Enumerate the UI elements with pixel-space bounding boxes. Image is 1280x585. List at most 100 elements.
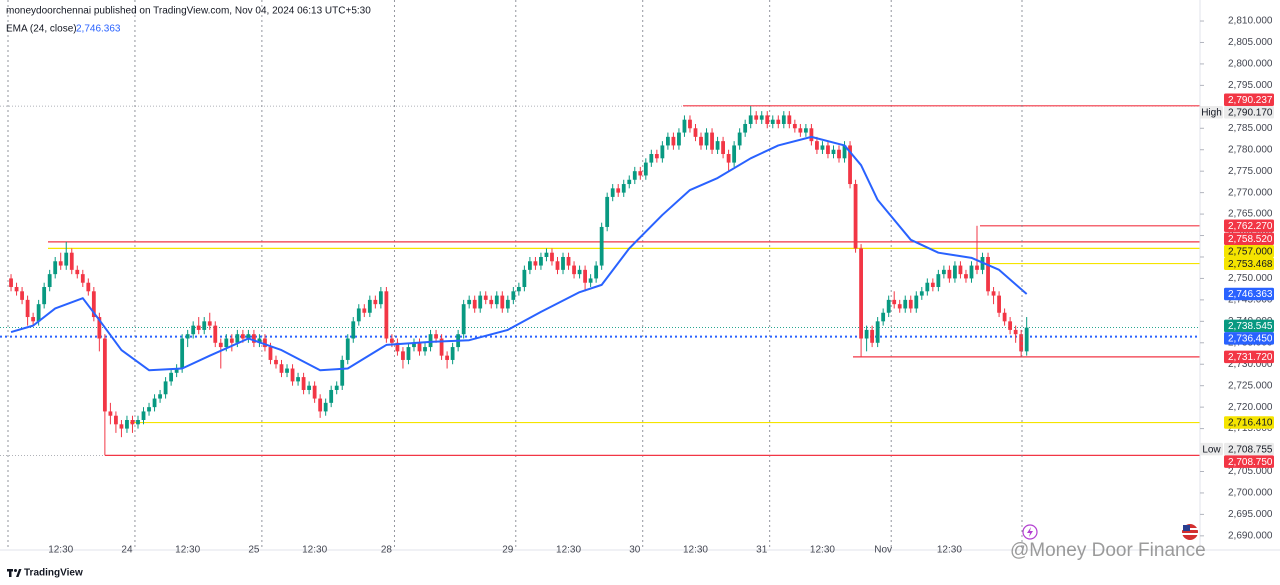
candle-body xyxy=(80,274,85,283)
x-tick-label: 31 xyxy=(756,545,768,556)
candle-body xyxy=(643,162,648,176)
price-label-box xyxy=(1224,257,1274,271)
candle-body xyxy=(743,123,748,133)
price-label-box xyxy=(1224,350,1274,364)
candle-body xyxy=(64,252,69,266)
candle-body xyxy=(621,184,626,193)
candle-body xyxy=(401,351,405,360)
candle-body xyxy=(158,394,162,399)
candle-body xyxy=(130,420,135,425)
candle-body xyxy=(91,291,96,318)
candle-body xyxy=(511,291,516,300)
candle-body xyxy=(163,381,168,395)
candle-body xyxy=(864,329,869,339)
price-label: 2,746.363 xyxy=(1228,289,1273,300)
ema-line xyxy=(10,135,1028,372)
candle-body xyxy=(572,265,576,275)
candle-body xyxy=(561,256,565,270)
candle-body xyxy=(688,119,692,129)
y-tick-label: 2,780.000 xyxy=(1228,144,1273,155)
candle-body xyxy=(544,252,549,257)
candle-body xyxy=(848,145,852,185)
candle-body xyxy=(925,282,930,292)
x-tick-label: 28 xyxy=(381,545,393,556)
candle-body xyxy=(395,342,400,352)
candle-body xyxy=(577,269,582,275)
candle-body xyxy=(914,295,919,309)
candle-body xyxy=(831,149,836,155)
candle-body xyxy=(334,385,339,390)
candle-body xyxy=(229,338,234,343)
candle-body xyxy=(870,329,875,343)
x-tick-label: 12:30 xyxy=(175,545,200,556)
price-label: 2,738.545 xyxy=(1228,321,1273,332)
candle-body xyxy=(119,424,124,429)
price-label-box xyxy=(1224,455,1274,468)
candle-body xyxy=(953,265,957,279)
candle-body xyxy=(930,282,935,288)
candle-body xyxy=(516,287,521,292)
candle-body xyxy=(721,141,725,155)
price-label: 2,757.000 xyxy=(1228,246,1273,257)
candle-body xyxy=(472,299,477,309)
candle-body xyxy=(964,274,968,279)
y-tick-label: 2,770.000 xyxy=(1228,187,1273,198)
candle-body xyxy=(102,338,107,412)
price-label-box xyxy=(1224,332,1274,345)
price-label: 2,790.237 xyxy=(1228,95,1273,106)
candle-body xyxy=(566,256,571,266)
candle-body xyxy=(792,123,797,129)
candle-body xyxy=(693,128,698,137)
candle-body xyxy=(969,265,974,279)
candle-body xyxy=(522,269,527,288)
y-tick-label: 2,730.000 xyxy=(1228,359,1273,370)
x-tick-label: 12:30 xyxy=(48,545,73,556)
candle-body xyxy=(218,342,223,348)
x-tick-label: 30 xyxy=(629,545,641,556)
candle-body xyxy=(897,304,902,309)
candle-body xyxy=(213,325,218,343)
candle-body xyxy=(533,261,538,266)
candle-body xyxy=(908,299,913,309)
y-tick-label: 2,705.000 xyxy=(1228,466,1273,477)
price-label: 2,736.450 xyxy=(1228,333,1273,344)
candle-body xyxy=(649,154,654,163)
candle-body xyxy=(202,321,207,330)
candle-body xyxy=(886,299,891,313)
candle-body xyxy=(279,364,284,373)
candle-body xyxy=(550,252,554,262)
candle-body xyxy=(892,299,897,305)
candle-body xyxy=(1024,327,1029,352)
candle-body xyxy=(599,226,604,266)
candle-body xyxy=(9,278,13,288)
candle-body xyxy=(660,145,665,159)
candle-body xyxy=(428,334,433,348)
brand-name: TradingView xyxy=(24,568,83,579)
candle-body xyxy=(114,415,118,425)
candle-body xyxy=(986,256,990,292)
candle-body xyxy=(362,308,367,313)
y-tick-label: 2,800.000 xyxy=(1228,59,1273,70)
y-tick-label: 2,700.000 xyxy=(1228,488,1273,499)
candle-body xyxy=(539,256,543,266)
candle-body xyxy=(947,269,952,279)
price-label-name: Low xyxy=(1202,444,1221,455)
price-label-box xyxy=(1224,442,1274,456)
price-label-box xyxy=(1224,245,1274,258)
price-label: 2,753.468 xyxy=(1228,259,1273,270)
candle-body xyxy=(467,299,472,305)
price-label-box xyxy=(1224,219,1274,233)
candle-body xyxy=(809,128,814,142)
x-tick-label: 12:30 xyxy=(810,545,835,556)
y-tick-label: 2,695.000 xyxy=(1228,509,1273,520)
candle-body xyxy=(478,295,483,309)
y-tick-label: 2,750.000 xyxy=(1228,273,1273,284)
candle-body xyxy=(820,145,825,150)
candle-body xyxy=(991,291,996,296)
candle-body xyxy=(69,252,74,270)
candle-body xyxy=(704,132,709,146)
candle-body xyxy=(423,347,427,352)
candle-body xyxy=(268,347,273,360)
candle-body xyxy=(699,136,703,146)
candle-body xyxy=(31,317,36,322)
